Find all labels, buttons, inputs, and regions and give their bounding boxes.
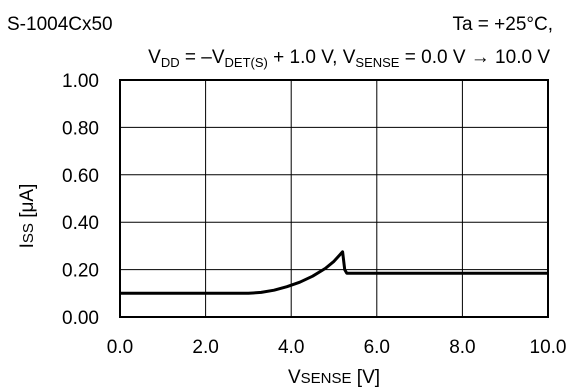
condition-mid: + 1.0 V, <box>268 47 343 68</box>
condition-vsense-v: V <box>343 47 356 68</box>
grid <box>120 80 548 317</box>
x-tick-labels: 0.0 2.0 4.0 6.0 8.0 10.0 <box>107 337 567 358</box>
chart-condition: VDD = –VDET(S) + 1.0 V, VSENSE = 0.0 V →… <box>148 47 550 70</box>
condition-vdd-sub: DD <box>161 55 180 70</box>
condition-vdd-v: V <box>148 47 161 68</box>
x-tick-label: 4.0 <box>278 337 304 358</box>
x-tick-label: 2.0 <box>192 337 218 358</box>
series <box>120 250 548 295</box>
y-axis-label-sub: SS <box>20 223 37 243</box>
y-axis-label-unit: [μA] <box>17 184 38 223</box>
condition-vdet-sub: DET(S) <box>225 55 268 70</box>
x-tick-label: 8.0 <box>449 337 475 358</box>
y-tick-label: 0.40 <box>62 213 99 234</box>
x-axis-label-unit: [V] <box>352 367 381 388</box>
x-axis-label: VSENSE [V] <box>288 367 380 388</box>
series-line <box>120 250 548 295</box>
condition-vdet-v: V <box>212 47 225 68</box>
y-axis-label: ISS [μA] <box>17 184 38 249</box>
condition-vsense-sub: SENSE <box>355 55 399 70</box>
condition-eq: = – <box>180 47 213 68</box>
y-tick-label: 0.80 <box>62 118 99 139</box>
x-tick-label: 10.0 <box>530 337 567 358</box>
y-axis-label-i: I <box>17 243 38 248</box>
x-axis-label-sub: SENSE <box>301 370 352 387</box>
chart-title-left: S-1004Cx50 <box>7 14 113 35</box>
x-axis-label-v: V <box>288 367 301 388</box>
x-tick-label: 6.0 <box>364 337 390 358</box>
plot-frame <box>119 79 549 318</box>
y-tick-label: 0.00 <box>62 308 99 329</box>
y-tick-label: 0.20 <box>62 261 99 282</box>
condition-tail: = 0.0 V → 10.0 V <box>399 47 550 68</box>
chart-title-right: Ta = +25°C, <box>452 14 553 35</box>
y-tick-label: 1.00 <box>62 71 99 92</box>
y-tick-labels: 0.00 0.20 0.40 0.60 0.80 1.00 <box>62 71 99 329</box>
y-tick-label: 0.60 <box>62 166 99 187</box>
x-tick-label: 0.0 <box>107 337 133 358</box>
